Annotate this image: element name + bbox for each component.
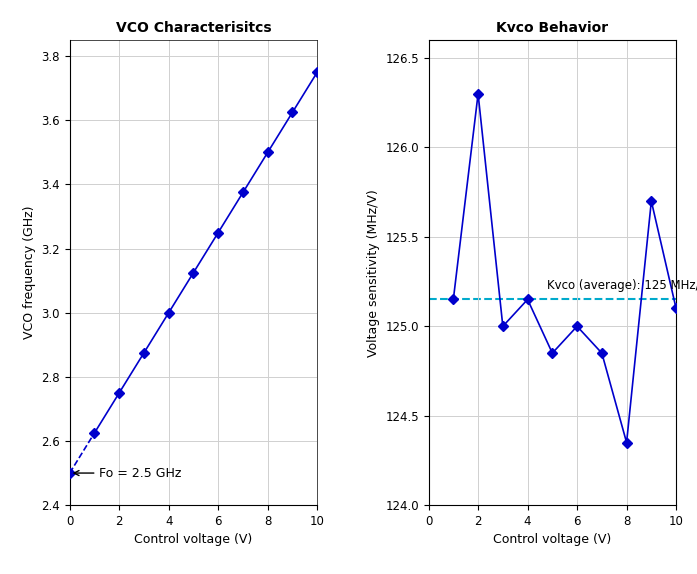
Y-axis label: Voltage sensitivity (MHz/V): Voltage sensitivity (MHz/V) xyxy=(367,189,380,356)
Y-axis label: VCO frequency (GHz): VCO frequency (GHz) xyxy=(23,206,36,339)
Title: Kvco Behavior: Kvco Behavior xyxy=(496,21,608,35)
Title: VCO Characterisitcs: VCO Characterisitcs xyxy=(116,21,271,35)
Text: Fo = 2.5 GHz: Fo = 2.5 GHz xyxy=(74,467,182,479)
X-axis label: Control voltage (V): Control voltage (V) xyxy=(493,533,611,546)
X-axis label: Control voltage (V): Control voltage (V) xyxy=(135,533,252,546)
Text: Kvco (average): 125 MHz/V: Kvco (average): 125 MHz/V xyxy=(547,280,697,292)
